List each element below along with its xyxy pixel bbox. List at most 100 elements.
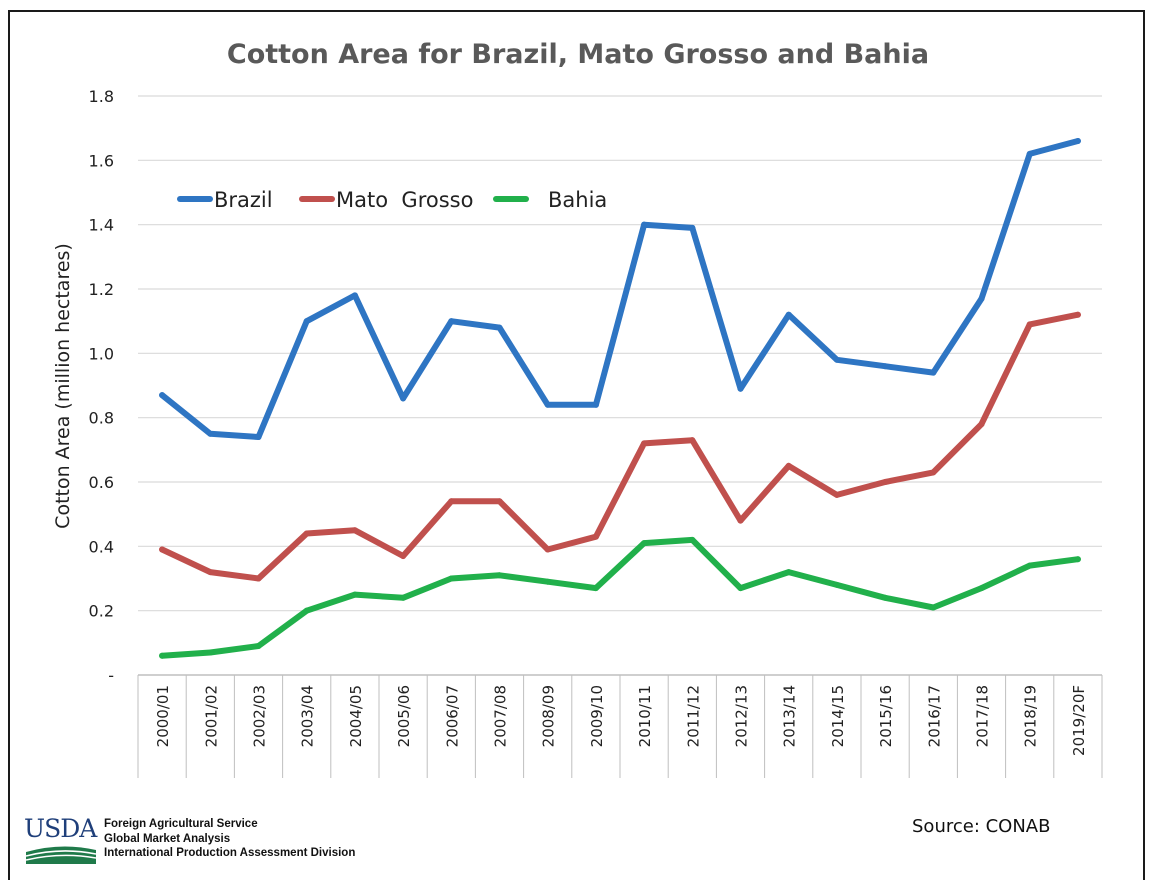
y-tick-label: 0.2 — [89, 602, 114, 621]
y-axis-ticks: - 0.2 0.4 0.6 0.8 1.0 1.2 1.4 1.6 1.8 — [89, 87, 114, 685]
x-tick-label: 2014/15 — [829, 685, 847, 747]
data-point — [978, 295, 985, 302]
legend-label: Bahia — [548, 188, 607, 212]
data-point — [833, 491, 840, 498]
data-point — [255, 575, 262, 582]
data-point — [351, 292, 358, 299]
agency-line-3: International Production Assessment Divi… — [104, 847, 356, 859]
data-point — [1026, 321, 1033, 328]
data-point — [592, 401, 599, 408]
data-point — [882, 594, 889, 601]
source-note: Source: CONAB — [912, 816, 1051, 837]
legend: Brazil Mato Grosso Bahia — [177, 188, 607, 212]
data-point — [544, 401, 551, 408]
series-lines — [159, 138, 1081, 659]
y-tick-label: 1.4 — [89, 216, 114, 235]
data-point — [930, 604, 937, 611]
data-point — [496, 498, 503, 505]
data-point — [785, 462, 792, 469]
x-tick-label: 2002/03 — [251, 685, 269, 747]
data-point — [400, 395, 407, 402]
data-point — [978, 585, 985, 592]
data-point — [737, 517, 744, 524]
series-line-mato-grosso — [159, 311, 1081, 582]
data-point — [303, 318, 310, 325]
x-tick-label: 2010/11 — [636, 685, 654, 747]
data-point — [689, 437, 696, 444]
data-point — [930, 469, 937, 476]
series-line-brazil — [159, 138, 1081, 440]
data-point — [882, 363, 889, 370]
data-point — [689, 224, 696, 231]
y-tick-label: 1.8 — [89, 87, 114, 106]
legend-label: Brazil — [214, 188, 273, 212]
data-point — [930, 369, 937, 376]
data-point — [496, 324, 503, 331]
data-point — [882, 479, 889, 485]
data-point — [351, 527, 358, 534]
y-tick-label: - — [108, 666, 114, 685]
data-point — [1074, 556, 1081, 563]
data-point — [833, 581, 840, 588]
chart-title: Cotton Area for Brazil, Mato Grosso and … — [227, 39, 929, 70]
x-tick-label: 2011/12 — [684, 685, 702, 747]
data-point — [159, 392, 166, 399]
y-tick-label: 0.4 — [89, 537, 114, 556]
data-point — [303, 530, 310, 537]
y-tick-label: 0.6 — [89, 473, 114, 492]
data-point — [303, 607, 310, 614]
data-point — [1026, 150, 1033, 157]
data-point — [448, 575, 455, 582]
data-point — [448, 318, 455, 325]
y-tick-label: 1.6 — [89, 151, 114, 170]
y-tick-label: 1.0 — [89, 344, 114, 363]
x-tick-label: 2015/16 — [877, 685, 895, 747]
y-axis-title: Cotton Area (million hectares) — [52, 243, 74, 529]
x-axis: 2000/01 2001/02 2002/03 2003/04 2004/05 2005/… — [137, 674, 1103, 778]
footer: USDA Foreign Agricultural Service Global… — [24, 816, 1134, 872]
x-tick-label: 2012/13 — [733, 685, 751, 747]
x-tick-label: 2003/04 — [299, 685, 317, 747]
data-point — [641, 440, 648, 447]
data-point — [785, 311, 792, 318]
y-tick-label: 0.8 — [89, 409, 114, 428]
data-point — [255, 643, 262, 650]
data-point — [207, 649, 214, 656]
data-point — [641, 221, 648, 228]
y-tick-label: 1.2 — [89, 280, 114, 299]
usda-field-icon — [26, 846, 96, 864]
x-tick-label: 2013/14 — [781, 685, 799, 747]
data-point — [207, 430, 214, 437]
data-point — [159, 546, 166, 553]
series-line-bahia — [159, 536, 1081, 659]
gridlines — [138, 95, 1102, 612]
data-point — [1074, 311, 1081, 318]
data-point — [544, 546, 551, 553]
data-point — [689, 536, 696, 543]
data-point — [1026, 562, 1033, 569]
agency-line-1: Foreign Agricultural Service — [104, 818, 258, 830]
x-tick-label: 2009/10 — [588, 685, 606, 747]
x-tick-label: 2018/19 — [1022, 685, 1040, 747]
x-tick-label: 2017/18 — [974, 685, 992, 747]
legend-label: Mato Grosso — [336, 188, 473, 212]
x-tick-label: 2016/17 — [925, 685, 943, 747]
data-point — [448, 498, 455, 505]
data-point — [400, 594, 407, 601]
data-point — [737, 585, 744, 592]
line-chart: Cotton Area for Brazil, Mato Grosso and … — [52, 39, 1103, 778]
chart-frame — [8, 10, 1145, 880]
x-tick-label: 2019/20F — [1070, 685, 1088, 756]
usda-logo: USDA — [24, 814, 97, 866]
data-point — [255, 433, 262, 440]
x-tick-label: 2000/01 — [154, 685, 172, 747]
data-point — [785, 569, 792, 576]
usda-logo-text: USDA — [24, 814, 97, 843]
data-point — [641, 540, 648, 547]
x-tick-label: 2001/02 — [202, 685, 220, 747]
x-tick-label: 2005/06 — [395, 685, 413, 747]
data-point — [496, 572, 503, 579]
data-point — [978, 421, 985, 428]
x-tick-label: 2008/09 — [540, 685, 558, 747]
data-point — [592, 585, 599, 592]
